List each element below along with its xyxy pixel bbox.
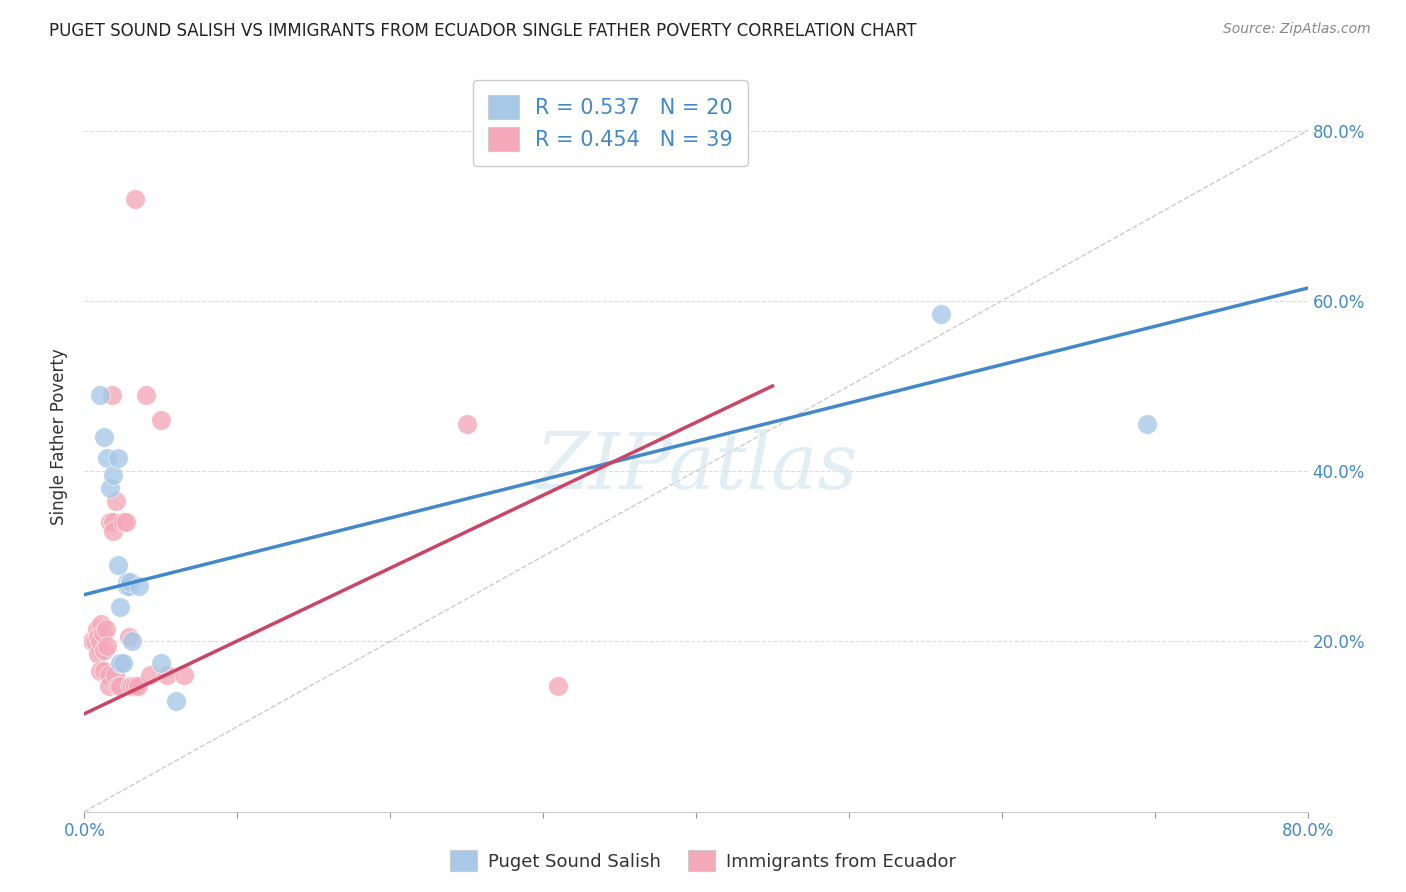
- Point: [108, 679, 131, 693]
- Point: [103, 515, 125, 529]
- Point: [90, 617, 112, 632]
- Point: [96, 639, 118, 653]
- Point: [108, 600, 131, 615]
- Point: [87, 630, 110, 644]
- Point: [135, 387, 157, 401]
- Point: [103, 524, 125, 538]
- Point: [97, 679, 120, 693]
- Point: [115, 574, 138, 589]
- Point: [165, 694, 187, 708]
- Point: [104, 668, 127, 682]
- Point: [89, 664, 111, 678]
- Point: [456, 417, 478, 432]
- Y-axis label: Single Father Poverty: Single Father Poverty: [51, 349, 69, 525]
- Point: [127, 679, 149, 693]
- Point: [118, 630, 141, 644]
- Point: [111, 656, 134, 670]
- Text: PUGET SOUND SALISH VS IMMIGRANTS FROM ECUADOR SINGLE FATHER POVERTY CORRELATION : PUGET SOUND SALISH VS IMMIGRANTS FROM EC…: [49, 22, 917, 40]
- Point: [98, 481, 121, 495]
- Text: Source: ZipAtlas.com: Source: ZipAtlas.com: [1223, 22, 1371, 37]
- Point: [156, 668, 179, 682]
- Point: [93, 664, 115, 678]
- Point: [96, 451, 118, 466]
- Point: [91, 626, 114, 640]
- Point: [124, 679, 146, 693]
- Point: [98, 515, 121, 529]
- Point: [103, 468, 125, 483]
- Point: [107, 558, 129, 572]
- Point: [120, 679, 142, 693]
- Text: ZIPatlas: ZIPatlas: [534, 429, 858, 505]
- Point: [89, 387, 111, 401]
- Point: [87, 647, 110, 661]
- Point: [128, 579, 150, 593]
- Point: [114, 515, 136, 529]
- Point: [149, 656, 172, 670]
- Point: [105, 494, 128, 508]
- Point: [93, 430, 115, 444]
- Point: [139, 668, 162, 682]
- Point: [86, 622, 108, 636]
- Point: [173, 668, 195, 682]
- Legend: Puget Sound Salish, Immigrants from Ecuador: Puget Sound Salish, Immigrants from Ecua…: [443, 843, 963, 879]
- Point: [110, 656, 132, 670]
- Point: [121, 679, 143, 693]
- Legend: R = 0.537   N = 20, R = 0.454   N = 39: R = 0.537 N = 20, R = 0.454 N = 39: [472, 80, 748, 166]
- Point: [89, 634, 111, 648]
- Point: [107, 679, 129, 693]
- Point: [94, 622, 117, 636]
- Point: [547, 679, 569, 693]
- Point: [115, 579, 138, 593]
- Point: [80, 634, 103, 648]
- Point: [124, 192, 146, 206]
- Point: [93, 643, 115, 657]
- Point: [111, 515, 134, 529]
- Point: [149, 413, 172, 427]
- Point: [120, 574, 142, 589]
- Point: [84, 634, 107, 648]
- Point: [929, 307, 952, 321]
- Point: [121, 634, 143, 648]
- Point: [101, 387, 124, 401]
- Point: [97, 668, 120, 682]
- Point: [118, 579, 141, 593]
- Point: [107, 451, 129, 466]
- Point: [108, 656, 131, 670]
- Point: [1136, 417, 1159, 432]
